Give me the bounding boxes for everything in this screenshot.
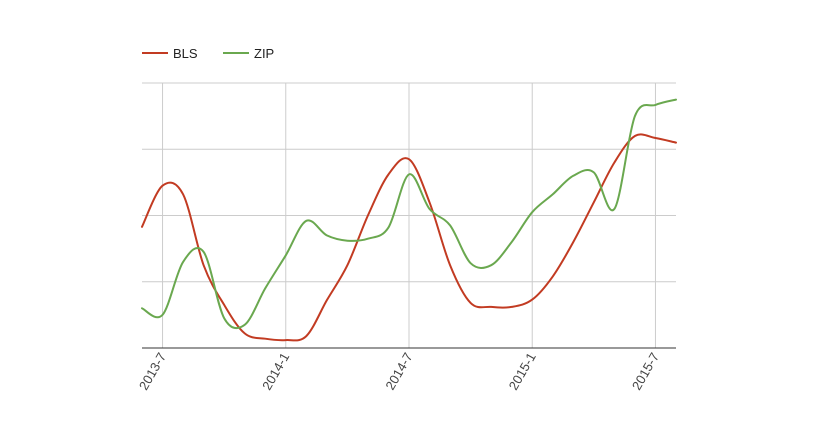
x-tick-label: 2015-1: [506, 350, 539, 393]
legend-item-zip[interactable]: ZIP: [223, 46, 274, 61]
series-line-bls: [141, 133, 677, 342]
legend-label: BLS: [173, 46, 198, 61]
series-line-zip: [141, 98, 677, 330]
legend[interactable]: BLS ZIP: [142, 46, 274, 61]
legend-label: ZIP: [254, 46, 274, 61]
series-lines: [141, 98, 677, 342]
legend-item-bls[interactable]: BLS: [142, 46, 198, 61]
x-tick-label: 2013-7: [136, 350, 169, 393]
x-axis-ticks: 2013-7 2014-1 2014-7 2015-1 2015-7: [136, 350, 662, 393]
grid-lines: [142, 82, 676, 349]
x-tick-label: 2014-7: [382, 350, 415, 393]
x-tick-label: 2015-7: [629, 350, 662, 393]
x-tick-label: 2014-1: [259, 350, 292, 393]
